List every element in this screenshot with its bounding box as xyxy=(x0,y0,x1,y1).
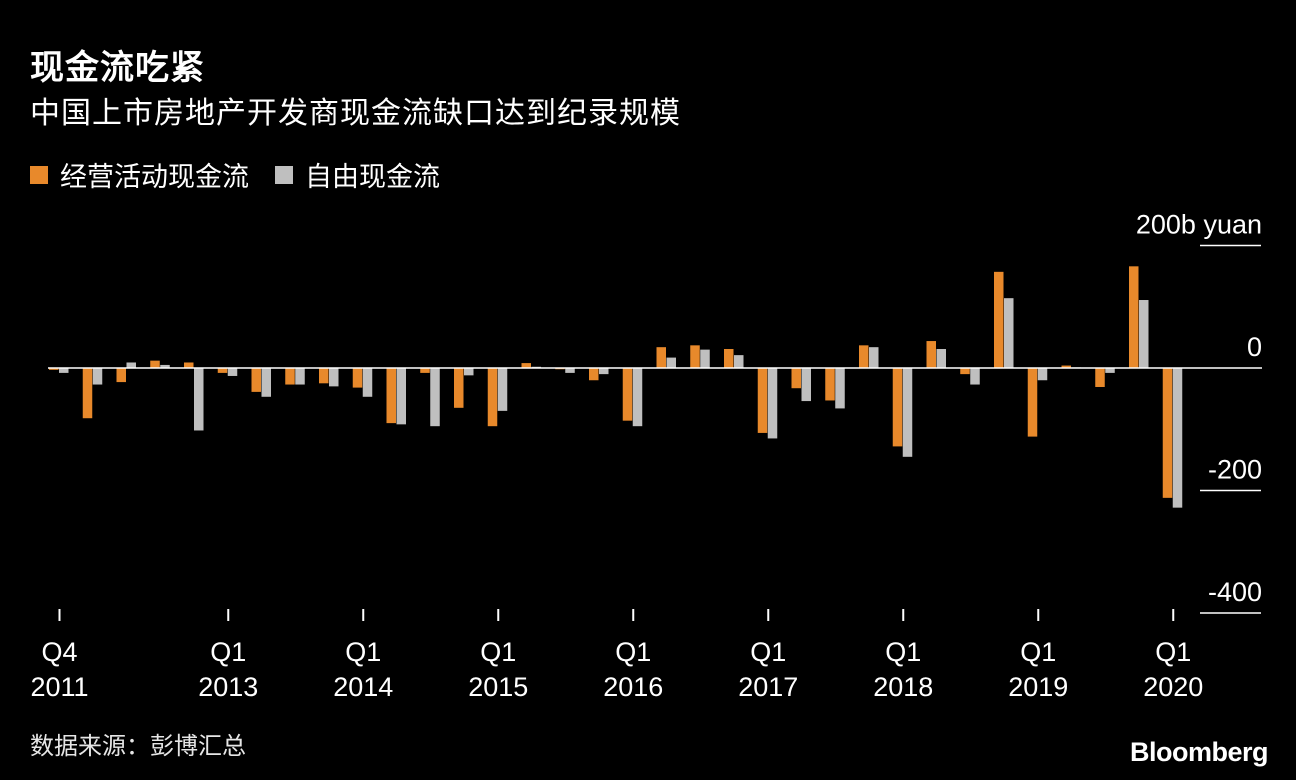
bar-free xyxy=(1037,368,1048,381)
bar-free xyxy=(869,347,879,368)
bar-operating xyxy=(892,368,903,447)
bar-free xyxy=(92,368,103,385)
bar-free xyxy=(734,355,744,368)
x-tick-label-quarter: Q1 xyxy=(480,637,516,667)
bar-operating xyxy=(1061,365,1071,368)
x-tick-label-year: 2016 xyxy=(603,672,663,702)
bar-free xyxy=(632,368,643,427)
bar-free xyxy=(666,357,676,368)
chart-subtitle: 中国上市房地产开发商现金流缺口达到纪录规模 xyxy=(30,96,681,131)
bar-operating xyxy=(487,368,498,427)
bar-operating xyxy=(960,368,970,375)
bar-free xyxy=(1139,300,1149,368)
x-tick-label-quarter: Q1 xyxy=(345,637,381,667)
bar-operating xyxy=(622,368,633,421)
bar-free xyxy=(464,368,474,376)
bar-operating xyxy=(589,368,599,381)
bar-free xyxy=(362,368,373,397)
legend-label-operating: 经营活动现金流 xyxy=(60,162,249,193)
bar-operating xyxy=(251,368,261,392)
bar-operating xyxy=(859,345,869,368)
bar-free xyxy=(227,368,238,376)
bar-free xyxy=(1105,368,1115,373)
bar-free xyxy=(700,349,710,368)
bar-operating xyxy=(184,362,194,368)
bar-operating xyxy=(420,368,430,373)
bar-free xyxy=(160,364,170,368)
x-tick-label-year: 2015 xyxy=(468,672,528,702)
x-tick-label-year: 2011 xyxy=(30,672,88,702)
legend-swatch-operating xyxy=(30,165,48,184)
y-tick-label: -200 xyxy=(1208,455,1262,485)
x-tick-label-year: 2018 xyxy=(873,672,933,702)
y-tick-label: 200b yuan xyxy=(1136,210,1262,240)
bar-free xyxy=(329,368,339,387)
bar-operating xyxy=(454,368,464,408)
x-tick-label-year: 2014 xyxy=(333,672,393,702)
bar-operating xyxy=(926,341,936,368)
bar-free xyxy=(194,368,204,431)
legend-item-free: 自由现金流 xyxy=(275,155,440,194)
x-tick-label-quarter: Q1 xyxy=(1020,637,1056,667)
bar-operating xyxy=(116,368,126,383)
bar-operating xyxy=(386,368,396,424)
bar-operating xyxy=(319,368,329,384)
bar-operating xyxy=(791,368,801,389)
x-tick-label-quarter: Q1 xyxy=(615,637,651,667)
bar-operating xyxy=(1162,368,1173,498)
bar-free xyxy=(126,362,136,368)
bar-free xyxy=(497,368,508,411)
bar-operating xyxy=(1027,368,1038,437)
legend-swatch-free xyxy=(275,165,293,184)
bar-free xyxy=(396,368,406,425)
bar-free xyxy=(902,368,913,457)
x-tick-label-year: 2013 xyxy=(198,672,258,702)
bar-free xyxy=(1172,368,1183,508)
bar-free xyxy=(936,349,946,368)
x-tick-label-quarter: Q1 xyxy=(750,637,786,667)
bar-operating xyxy=(1129,266,1139,368)
x-tick-label-quarter: Q1 xyxy=(885,637,921,667)
x-tick-label-year: 2020 xyxy=(1143,672,1203,702)
bar-operating xyxy=(82,368,93,419)
bar-free xyxy=(261,368,271,397)
bar-free xyxy=(59,368,69,373)
x-tick-label-quarter: Q1 xyxy=(210,637,246,667)
x-tick-label-quarter: Q1 xyxy=(1155,637,1191,667)
bar-operating xyxy=(724,349,734,368)
chart-title: 现金流吃紧 xyxy=(30,48,205,88)
bar-free xyxy=(295,368,305,385)
bar-operating xyxy=(825,368,835,401)
bar-operating xyxy=(1095,368,1105,387)
bar-free xyxy=(565,368,575,373)
bar-operating xyxy=(994,271,1004,368)
bar-free xyxy=(835,368,845,409)
legend: 经营活动现金流 自由现金流 xyxy=(30,155,466,194)
x-tick-label-year: 2019 xyxy=(1008,672,1068,702)
bar-operating xyxy=(690,345,700,368)
x-tick-label-year: 2017 xyxy=(738,672,798,702)
bar-free xyxy=(767,368,778,439)
bar-operating xyxy=(285,368,295,385)
bar-operating xyxy=(757,368,768,433)
y-tick-label: 0 xyxy=(1247,332,1262,362)
bar-free xyxy=(801,368,811,402)
source-note: 数据来源：彭博汇总 xyxy=(30,732,246,760)
bar-operating xyxy=(49,368,59,370)
bloomberg-logo: Bloomberg xyxy=(1129,737,1269,767)
bar-operating xyxy=(521,363,531,368)
x-tick-label-quarter: Q4 xyxy=(41,637,77,667)
legend-item-operating: 经营活动现金流 xyxy=(30,155,249,194)
bar-operating xyxy=(352,368,363,388)
bar-operating xyxy=(217,368,228,373)
legend-label-free: 自由现金流 xyxy=(305,162,440,193)
bar-free xyxy=(970,368,980,385)
bar-free xyxy=(430,368,440,427)
y-tick-label: -400 xyxy=(1208,577,1262,607)
bar-free xyxy=(1004,298,1014,368)
bar-operating xyxy=(656,347,666,368)
bar-free xyxy=(599,368,609,375)
bar-operating xyxy=(150,360,160,368)
